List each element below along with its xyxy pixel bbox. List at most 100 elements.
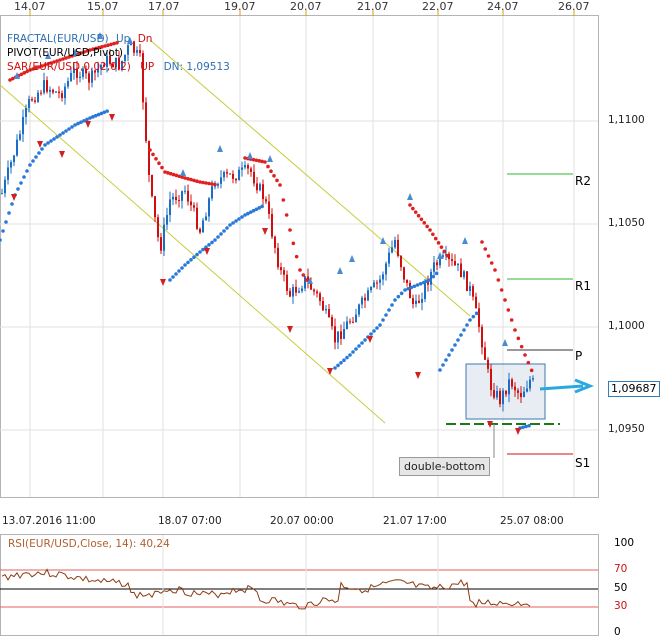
candle-body <box>475 296 477 309</box>
top-date-label: 22.07 <box>422 0 454 13</box>
sar-dot <box>31 159 35 163</box>
double-bottom-label[interactable]: double-bottom <box>399 457 491 476</box>
candle-body <box>202 220 204 233</box>
candle-body <box>325 309 327 311</box>
sar-dot <box>425 279 429 284</box>
candle-body <box>97 68 99 73</box>
sar-dot <box>243 213 247 217</box>
sar-dot <box>22 71 27 75</box>
candle-body <box>406 279 408 283</box>
sar-dot <box>523 353 527 357</box>
sar-dot <box>418 281 423 286</box>
top-date-label: 17.07 <box>148 0 180 13</box>
sar-dot <box>73 123 77 127</box>
sar-dot <box>43 143 47 147</box>
fractal-up-arrow <box>437 252 443 259</box>
candle-body <box>52 89 54 93</box>
sar-dot <box>174 173 179 178</box>
pivot-p-label: P <box>575 349 583 363</box>
fractal-down-arrow <box>160 279 166 286</box>
current-price-label: 1,09687 <box>608 381 660 397</box>
sar-dot <box>94 46 98 51</box>
candle-body <box>478 308 480 327</box>
candle-body <box>259 184 261 191</box>
sar-dot <box>284 213 289 217</box>
sar-dot <box>213 182 217 187</box>
sar-dot <box>67 127 71 131</box>
sar-dot <box>339 361 343 365</box>
candle-body <box>142 53 144 103</box>
candle-body <box>43 80 45 93</box>
sar-dot <box>459 333 463 337</box>
sar-dot <box>115 41 119 45</box>
candle-body <box>487 359 489 369</box>
sar-dot <box>189 258 193 262</box>
sar-dot <box>428 278 432 282</box>
candle-body <box>328 309 330 318</box>
price-tick: 1,1000 <box>608 320 645 332</box>
candle-body <box>166 214 168 225</box>
rsi-tick: 0 <box>614 626 621 638</box>
rsi-title: RSI(EUR/USD,Close, 14): 40,24 <box>8 538 170 550</box>
sar-dot <box>444 358 448 362</box>
sar-dot <box>28 68 32 72</box>
sar-dot <box>148 148 152 152</box>
pivot-r1-label: R1 <box>575 279 591 293</box>
candle-body <box>7 167 9 180</box>
candle-body <box>148 141 150 176</box>
sar-dot <box>201 247 205 252</box>
candle-body <box>346 321 348 329</box>
candle-body <box>334 326 336 343</box>
sar-dot <box>168 171 173 176</box>
candle-body <box>31 98 33 101</box>
sar-dot <box>28 163 32 167</box>
sar-dot <box>25 69 29 74</box>
fractal-down-arrow <box>515 428 521 435</box>
sar-dot <box>61 131 65 135</box>
sar-dot <box>186 177 190 181</box>
top-date-label: 26.07 <box>558 0 590 13</box>
sar-dot <box>216 235 220 239</box>
candle-body <box>460 263 462 278</box>
candle-body <box>466 271 468 291</box>
sar-dot <box>240 215 244 219</box>
sar-dot <box>10 202 14 206</box>
sar-dot <box>416 213 421 218</box>
candle-body <box>511 379 513 387</box>
fractal-up-arrow <box>337 267 343 274</box>
sar-dot <box>46 62 50 66</box>
candle-body <box>208 198 210 217</box>
sar-dot <box>40 64 44 68</box>
sar-dot <box>46 141 50 145</box>
candle-body <box>91 70 93 83</box>
sar-dot <box>269 169 273 173</box>
sar-dot <box>85 117 89 122</box>
candle-body <box>154 196 156 218</box>
candle-body <box>67 80 69 87</box>
candle-body <box>484 347 486 360</box>
candle-body <box>73 68 75 73</box>
sar-dot <box>70 125 74 129</box>
sar-dot <box>450 348 454 352</box>
candle-body <box>25 108 27 118</box>
candle-body <box>28 98 30 109</box>
candle-body <box>490 368 492 391</box>
sar-dot <box>213 238 217 242</box>
sar-dot <box>336 363 340 368</box>
fractal-name: FRACTAL(EUR/USD) <box>7 33 109 45</box>
sar-dot <box>19 72 24 77</box>
sar-dot <box>166 171 170 175</box>
candle-body <box>289 290 291 297</box>
candle-body <box>88 73 90 83</box>
sar-dot <box>234 219 238 223</box>
candle-body <box>160 237 162 251</box>
rsi-tick: 70 <box>614 563 628 575</box>
sar-dot <box>257 206 262 210</box>
sar-dot <box>198 250 202 254</box>
candle-body <box>235 178 237 181</box>
top-date-label: 21.07 <box>357 0 389 13</box>
candle-body <box>244 165 246 168</box>
fractal-up-arrow <box>349 255 355 262</box>
sar-dot <box>112 41 116 46</box>
